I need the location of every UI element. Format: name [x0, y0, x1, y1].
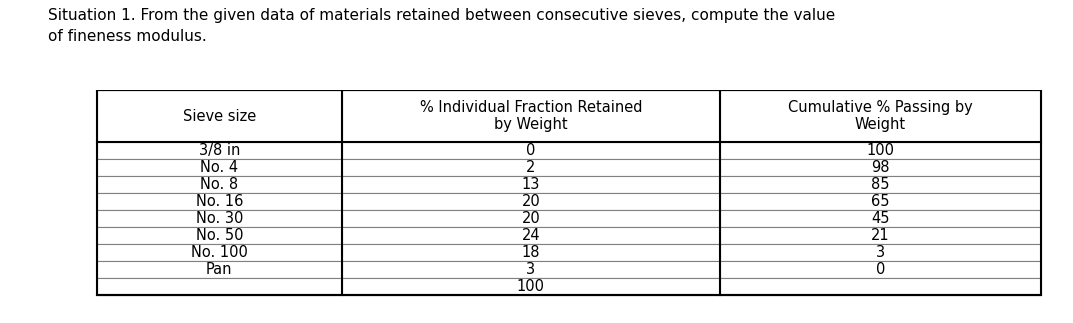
- Bar: [720, 244, 1041, 261]
- Bar: [720, 210, 1041, 227]
- Bar: [720, 141, 1041, 159]
- Bar: [342, 227, 720, 244]
- Text: 0: 0: [876, 262, 885, 277]
- Bar: [97, 193, 342, 210]
- Bar: [720, 90, 1041, 141]
- Text: No. 8: No. 8: [201, 177, 238, 192]
- Bar: [342, 210, 720, 227]
- Bar: [720, 176, 1041, 193]
- Text: 0: 0: [526, 143, 535, 158]
- Bar: [342, 244, 720, 261]
- Bar: [97, 90, 342, 141]
- Bar: [342, 278, 720, 295]
- Text: 13: 13: [521, 177, 540, 192]
- Text: 45: 45: [871, 211, 890, 226]
- Text: 18: 18: [521, 245, 540, 260]
- Text: 85: 85: [871, 177, 890, 192]
- Text: % Individual Fraction Retained
by Weight: % Individual Fraction Retained by Weight: [420, 100, 642, 132]
- Text: No. 100: No. 100: [191, 245, 248, 260]
- Bar: [720, 227, 1041, 244]
- Text: Pan: Pan: [206, 262, 233, 277]
- Bar: [97, 261, 342, 278]
- Text: 2: 2: [526, 160, 535, 175]
- Text: No. 30: No. 30: [195, 211, 242, 226]
- Bar: [97, 227, 342, 244]
- Text: 21: 21: [871, 228, 890, 243]
- Text: 3: 3: [876, 245, 885, 260]
- Text: 98: 98: [871, 160, 890, 175]
- Text: 65: 65: [871, 194, 890, 209]
- Text: 3: 3: [527, 262, 535, 277]
- Text: 100: 100: [517, 279, 545, 294]
- Bar: [97, 278, 342, 295]
- Text: 3/8 in: 3/8 in: [199, 143, 240, 158]
- Bar: [97, 159, 342, 176]
- Text: 24: 24: [521, 228, 540, 243]
- Bar: [97, 210, 342, 227]
- Bar: [97, 141, 342, 159]
- Text: Situation 1. From the given data of materials retained between consecutive sieve: Situation 1. From the given data of mate…: [48, 8, 836, 44]
- Bar: [97, 90, 1041, 295]
- Bar: [342, 176, 720, 193]
- Bar: [342, 193, 720, 210]
- Text: 100: 100: [866, 143, 894, 158]
- Text: 20: 20: [521, 194, 541, 209]
- Bar: [720, 261, 1041, 278]
- Text: Sieve size: Sieve size: [182, 109, 256, 123]
- Text: 20: 20: [521, 211, 541, 226]
- Bar: [342, 141, 720, 159]
- Bar: [720, 193, 1041, 210]
- Bar: [342, 261, 720, 278]
- Bar: [720, 159, 1041, 176]
- Bar: [720, 278, 1041, 295]
- Bar: [97, 244, 342, 261]
- Text: No. 4: No. 4: [201, 160, 238, 175]
- Bar: [342, 90, 720, 141]
- Text: No. 50: No. 50: [195, 228, 244, 243]
- Text: No. 16: No. 16: [195, 194, 242, 209]
- Bar: [342, 159, 720, 176]
- Text: Cumulative % Passing by
Weight: Cumulative % Passing by Weight: [788, 100, 972, 132]
- Bar: [97, 176, 342, 193]
